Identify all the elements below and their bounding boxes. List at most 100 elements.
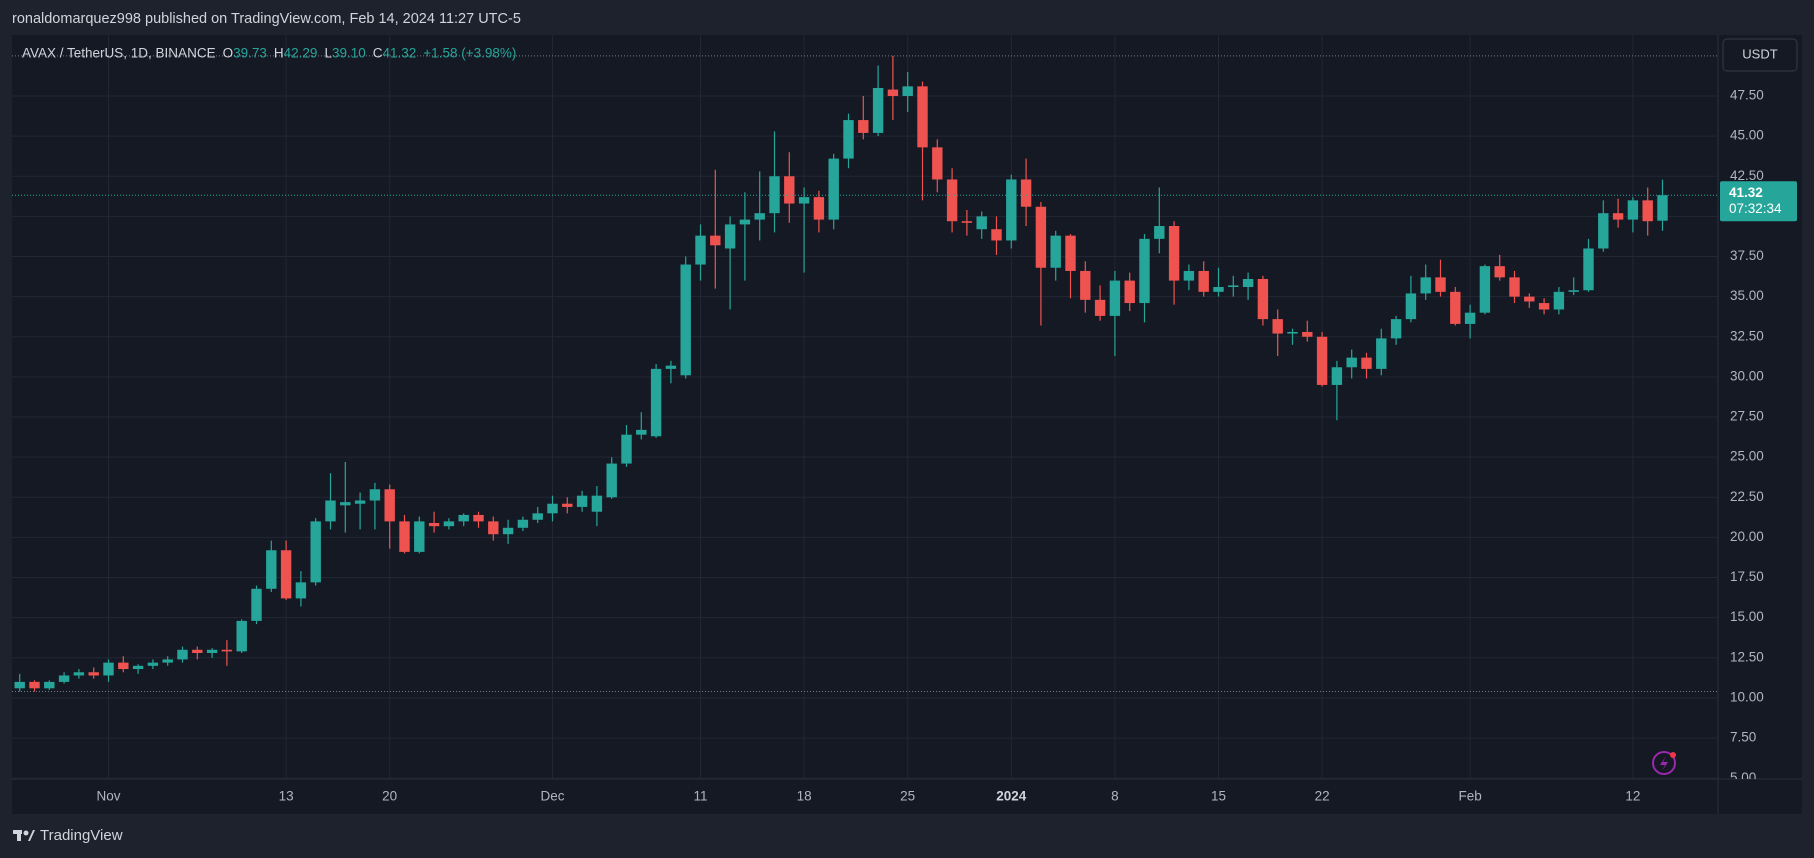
candle-body bbox=[591, 495, 603, 512]
candle-body bbox=[29, 681, 40, 689]
candle-body bbox=[1494, 266, 1505, 278]
currency-button[interactable] bbox=[1722, 38, 1798, 72]
candle-body bbox=[488, 521, 499, 535]
candle-body bbox=[1006, 179, 1017, 241]
logo bbox=[13, 830, 35, 841]
candle-body bbox=[1450, 291, 1461, 324]
candle-body bbox=[1139, 238, 1150, 304]
last-price: 41.32 bbox=[1729, 185, 1763, 200]
publisher: ronaldomarquez998 published on TradingVi… bbox=[12, 11, 521, 27]
candle-body bbox=[280, 550, 292, 599]
y-tick-label: 7.50 bbox=[1730, 730, 1756, 745]
candle-body bbox=[680, 264, 691, 376]
candle-body bbox=[354, 500, 366, 504]
candle-body bbox=[1420, 277, 1431, 294]
y-tick-label: 45.00 bbox=[1730, 128, 1764, 143]
candle-body bbox=[147, 662, 159, 666]
candle-body bbox=[576, 495, 588, 507]
candle-body bbox=[1390, 319, 1402, 339]
legend-key: L bbox=[324, 46, 332, 61]
candle-body bbox=[1612, 213, 1624, 220]
y-tick-label: 42.50 bbox=[1730, 168, 1764, 183]
x-tick-label: 8 bbox=[1111, 789, 1119, 804]
candle-body bbox=[1050, 235, 1061, 268]
candle-body bbox=[902, 86, 913, 96]
candle-body bbox=[1346, 357, 1357, 368]
y-tick-label: 10.00 bbox=[1730, 690, 1764, 705]
candle-body bbox=[177, 649, 188, 660]
candle-body bbox=[1094, 299, 1106, 316]
candle-body bbox=[1183, 270, 1195, 281]
legend-key: H bbox=[274, 46, 284, 61]
candle-body bbox=[1316, 336, 1328, 385]
candle-body bbox=[547, 503, 558, 514]
x-tick-label: 2024 bbox=[996, 789, 1027, 804]
y-tick-label: 5.00 bbox=[1730, 770, 1756, 785]
y-tick-label: 22.50 bbox=[1730, 489, 1764, 504]
countdown: 07:32:34 bbox=[1729, 201, 1782, 216]
candle-body bbox=[458, 514, 469, 522]
candle-body bbox=[813, 197, 825, 220]
x-tick-label: 22 bbox=[1315, 789, 1330, 804]
candle-body bbox=[473, 514, 484, 522]
legend-value: 39.10 bbox=[332, 46, 366, 61]
candle-body bbox=[932, 147, 943, 180]
candle-body bbox=[162, 659, 173, 663]
currency[interactable]: USDT bbox=[1742, 46, 1777, 61]
candle-body bbox=[843, 120, 854, 159]
candle-body bbox=[1405, 293, 1417, 320]
candle-body bbox=[636, 429, 647, 435]
candle-body bbox=[1154, 226, 1165, 239]
candle-body bbox=[369, 489, 381, 501]
x-tick-label: 12 bbox=[1625, 789, 1640, 804]
candle-body bbox=[1361, 357, 1372, 369]
candle-body bbox=[251, 588, 262, 621]
candle-body bbox=[266, 550, 277, 589]
candle-body bbox=[1020, 179, 1032, 207]
candle-body bbox=[1302, 331, 1313, 337]
y-tick-label: 37.50 bbox=[1730, 248, 1764, 263]
candle-body bbox=[44, 681, 55, 689]
x-tick-label: 13 bbox=[279, 789, 294, 804]
candle-body bbox=[1287, 331, 1298, 334]
candle-body bbox=[1168, 226, 1180, 281]
legend-key: O bbox=[223, 46, 234, 61]
candle-body bbox=[414, 521, 425, 552]
candle-body bbox=[961, 221, 973, 223]
candle-body bbox=[1509, 277, 1520, 297]
candle-body bbox=[887, 89, 899, 96]
candle-body bbox=[192, 649, 203, 653]
candle-body bbox=[946, 179, 958, 222]
plot-area bbox=[12, 35, 1718, 814]
candle-body bbox=[325, 500, 336, 522]
candle-body bbox=[1464, 312, 1476, 324]
candle-body bbox=[724, 224, 736, 249]
y-tick-label: 35.00 bbox=[1730, 288, 1764, 303]
legend-value: 39.73 bbox=[233, 46, 267, 61]
candle-body bbox=[1080, 270, 1091, 300]
candle-body bbox=[710, 235, 721, 246]
candle-body bbox=[1524, 296, 1535, 302]
candle-body bbox=[118, 662, 129, 670]
candle-body bbox=[1538, 303, 1550, 310]
candle-body bbox=[1242, 278, 1254, 288]
candle-body bbox=[665, 365, 677, 369]
candle-body bbox=[872, 87, 884, 133]
candle-body bbox=[14, 681, 25, 689]
candle-body bbox=[1109, 280, 1121, 316]
candle-body bbox=[236, 620, 247, 652]
candle-body bbox=[1583, 248, 1594, 291]
candle-body bbox=[1035, 206, 1047, 268]
candle-body bbox=[1272, 319, 1283, 334]
candle-body bbox=[1198, 270, 1209, 292]
x-tick-label: Feb bbox=[1458, 789, 1481, 804]
candle-body bbox=[1124, 280, 1135, 304]
candle-body bbox=[340, 502, 351, 506]
candle-body bbox=[295, 582, 307, 599]
x-tick-label: 11 bbox=[693, 789, 707, 804]
candle-body bbox=[1642, 200, 1653, 222]
candle-body bbox=[1376, 338, 1387, 369]
y-tick-label: 47.50 bbox=[1730, 88, 1764, 103]
candle-body bbox=[1065, 235, 1076, 271]
alert-icon[interactable] bbox=[1652, 751, 1676, 775]
